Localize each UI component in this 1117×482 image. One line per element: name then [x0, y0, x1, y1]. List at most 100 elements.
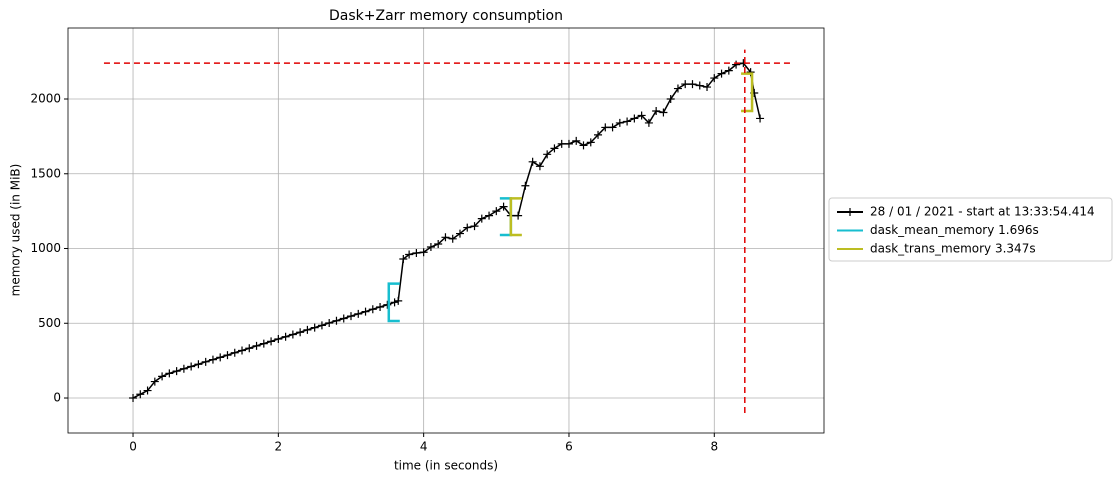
point-marker: [165, 369, 174, 378]
point-marker: [535, 162, 544, 171]
point-marker: [630, 114, 639, 123]
point-marker: [267, 337, 276, 346]
point-marker: [252, 341, 261, 350]
point-marker: [361, 307, 370, 316]
point-marker: [390, 298, 399, 307]
point-marker: [376, 302, 385, 311]
point-marker: [368, 305, 377, 314]
point-marker: [521, 181, 530, 190]
point-marker: [681, 80, 690, 89]
point-marker: [394, 296, 403, 305]
bracket: [741, 72, 754, 113]
point-marker: [412, 249, 421, 257]
point-marker: [288, 330, 297, 339]
y-tick-label: 1500: [30, 166, 61, 180]
point-marker: [434, 240, 443, 249]
point-marker: [325, 318, 334, 327]
point-marker: [579, 141, 588, 150]
point-marker: [274, 334, 283, 343]
point-marker: [230, 348, 239, 357]
point-marker: [405, 250, 414, 259]
point-marker: [332, 316, 341, 325]
point-marker: [158, 372, 167, 381]
point-marker: [477, 214, 486, 223]
bracket: [387, 282, 400, 323]
legend-label: dask_mean_memory 1.696s: [870, 223, 1039, 237]
point-marker: [564, 139, 573, 148]
point-marker: [514, 211, 523, 220]
point-marker: [245, 344, 254, 353]
point-marker: [756, 114, 765, 123]
point-marker: [179, 364, 188, 373]
point-marker: [448, 234, 457, 243]
point-marker: [317, 321, 326, 330]
legend-label: 28 / 01 / 2021 - start at 13:33:54.414: [870, 205, 1095, 219]
point-marker: [354, 309, 363, 318]
x-tick-label: 6: [565, 440, 573, 454]
x-tick-label: 8: [710, 440, 718, 454]
point-marker: [399, 254, 408, 263]
point-marker: [303, 325, 312, 334]
point-marker: [419, 248, 428, 257]
point-marker: [223, 351, 232, 360]
point-marker: [659, 108, 668, 117]
point-marker: [194, 360, 203, 369]
y-tick-label: 0: [53, 391, 61, 405]
point-marker: [172, 367, 181, 376]
legend-marker: [846, 208, 854, 216]
legend-box: [828, 197, 1113, 262]
point-marker: [644, 118, 653, 127]
point-marker: [259, 339, 268, 348]
point-marker: [216, 353, 225, 362]
point-marker: [594, 130, 603, 139]
point-marker: [296, 328, 305, 337]
point-marker: [470, 222, 479, 231]
point-marker: [238, 346, 247, 355]
point-marker: [673, 84, 682, 93]
bracket: [509, 197, 522, 237]
y-axis-label: memory used (in MiB): [9, 164, 23, 297]
point-marker: [601, 123, 610, 132]
point-marker: [339, 314, 348, 323]
point-marker: [557, 139, 566, 148]
point-marker: [136, 390, 145, 399]
point-marker: [455, 229, 464, 238]
point-marker: [732, 60, 741, 69]
point-marker: [528, 157, 537, 166]
legend-label: dask_trans_memory 3.347s: [870, 242, 1036, 256]
point-marker: [441, 233, 450, 242]
point-marker: [652, 106, 661, 115]
point-marker: [492, 207, 501, 216]
point-marker: [615, 118, 624, 127]
point-marker: [608, 123, 617, 132]
x-tick-label: 2: [275, 440, 283, 454]
x-axis-label: time (in seconds): [394, 459, 498, 473]
point-marker: [150, 377, 159, 386]
point-marker: [688, 80, 697, 89]
y-tick-label: 1000: [30, 241, 61, 255]
point-marker: [143, 386, 152, 395]
point-marker: [550, 144, 559, 153]
point-marker: [543, 150, 552, 159]
point-marker: [347, 312, 355, 321]
point-marker: [201, 357, 210, 366]
point-marker: [208, 355, 217, 364]
point-marker: [310, 323, 319, 332]
point-marker: [426, 243, 435, 252]
point-marker: [129, 394, 138, 403]
point-marker: [586, 138, 595, 147]
point-marker: [485, 211, 494, 220]
x-tick-label: 0: [129, 440, 137, 454]
x-tick-label: 4: [420, 440, 428, 454]
point-marker: [724, 66, 733, 75]
point-marker: [637, 111, 646, 120]
y-tick-label: 2000: [30, 92, 61, 106]
point-marker: [499, 202, 508, 211]
point-marker: [572, 136, 581, 145]
point-marker: [710, 74, 719, 83]
plot-frame: [67, 27, 825, 434]
point-marker: [623, 117, 632, 126]
point-marker: [463, 223, 472, 232]
chart-title: Dask+Zarr memory consumption: [329, 8, 563, 24]
